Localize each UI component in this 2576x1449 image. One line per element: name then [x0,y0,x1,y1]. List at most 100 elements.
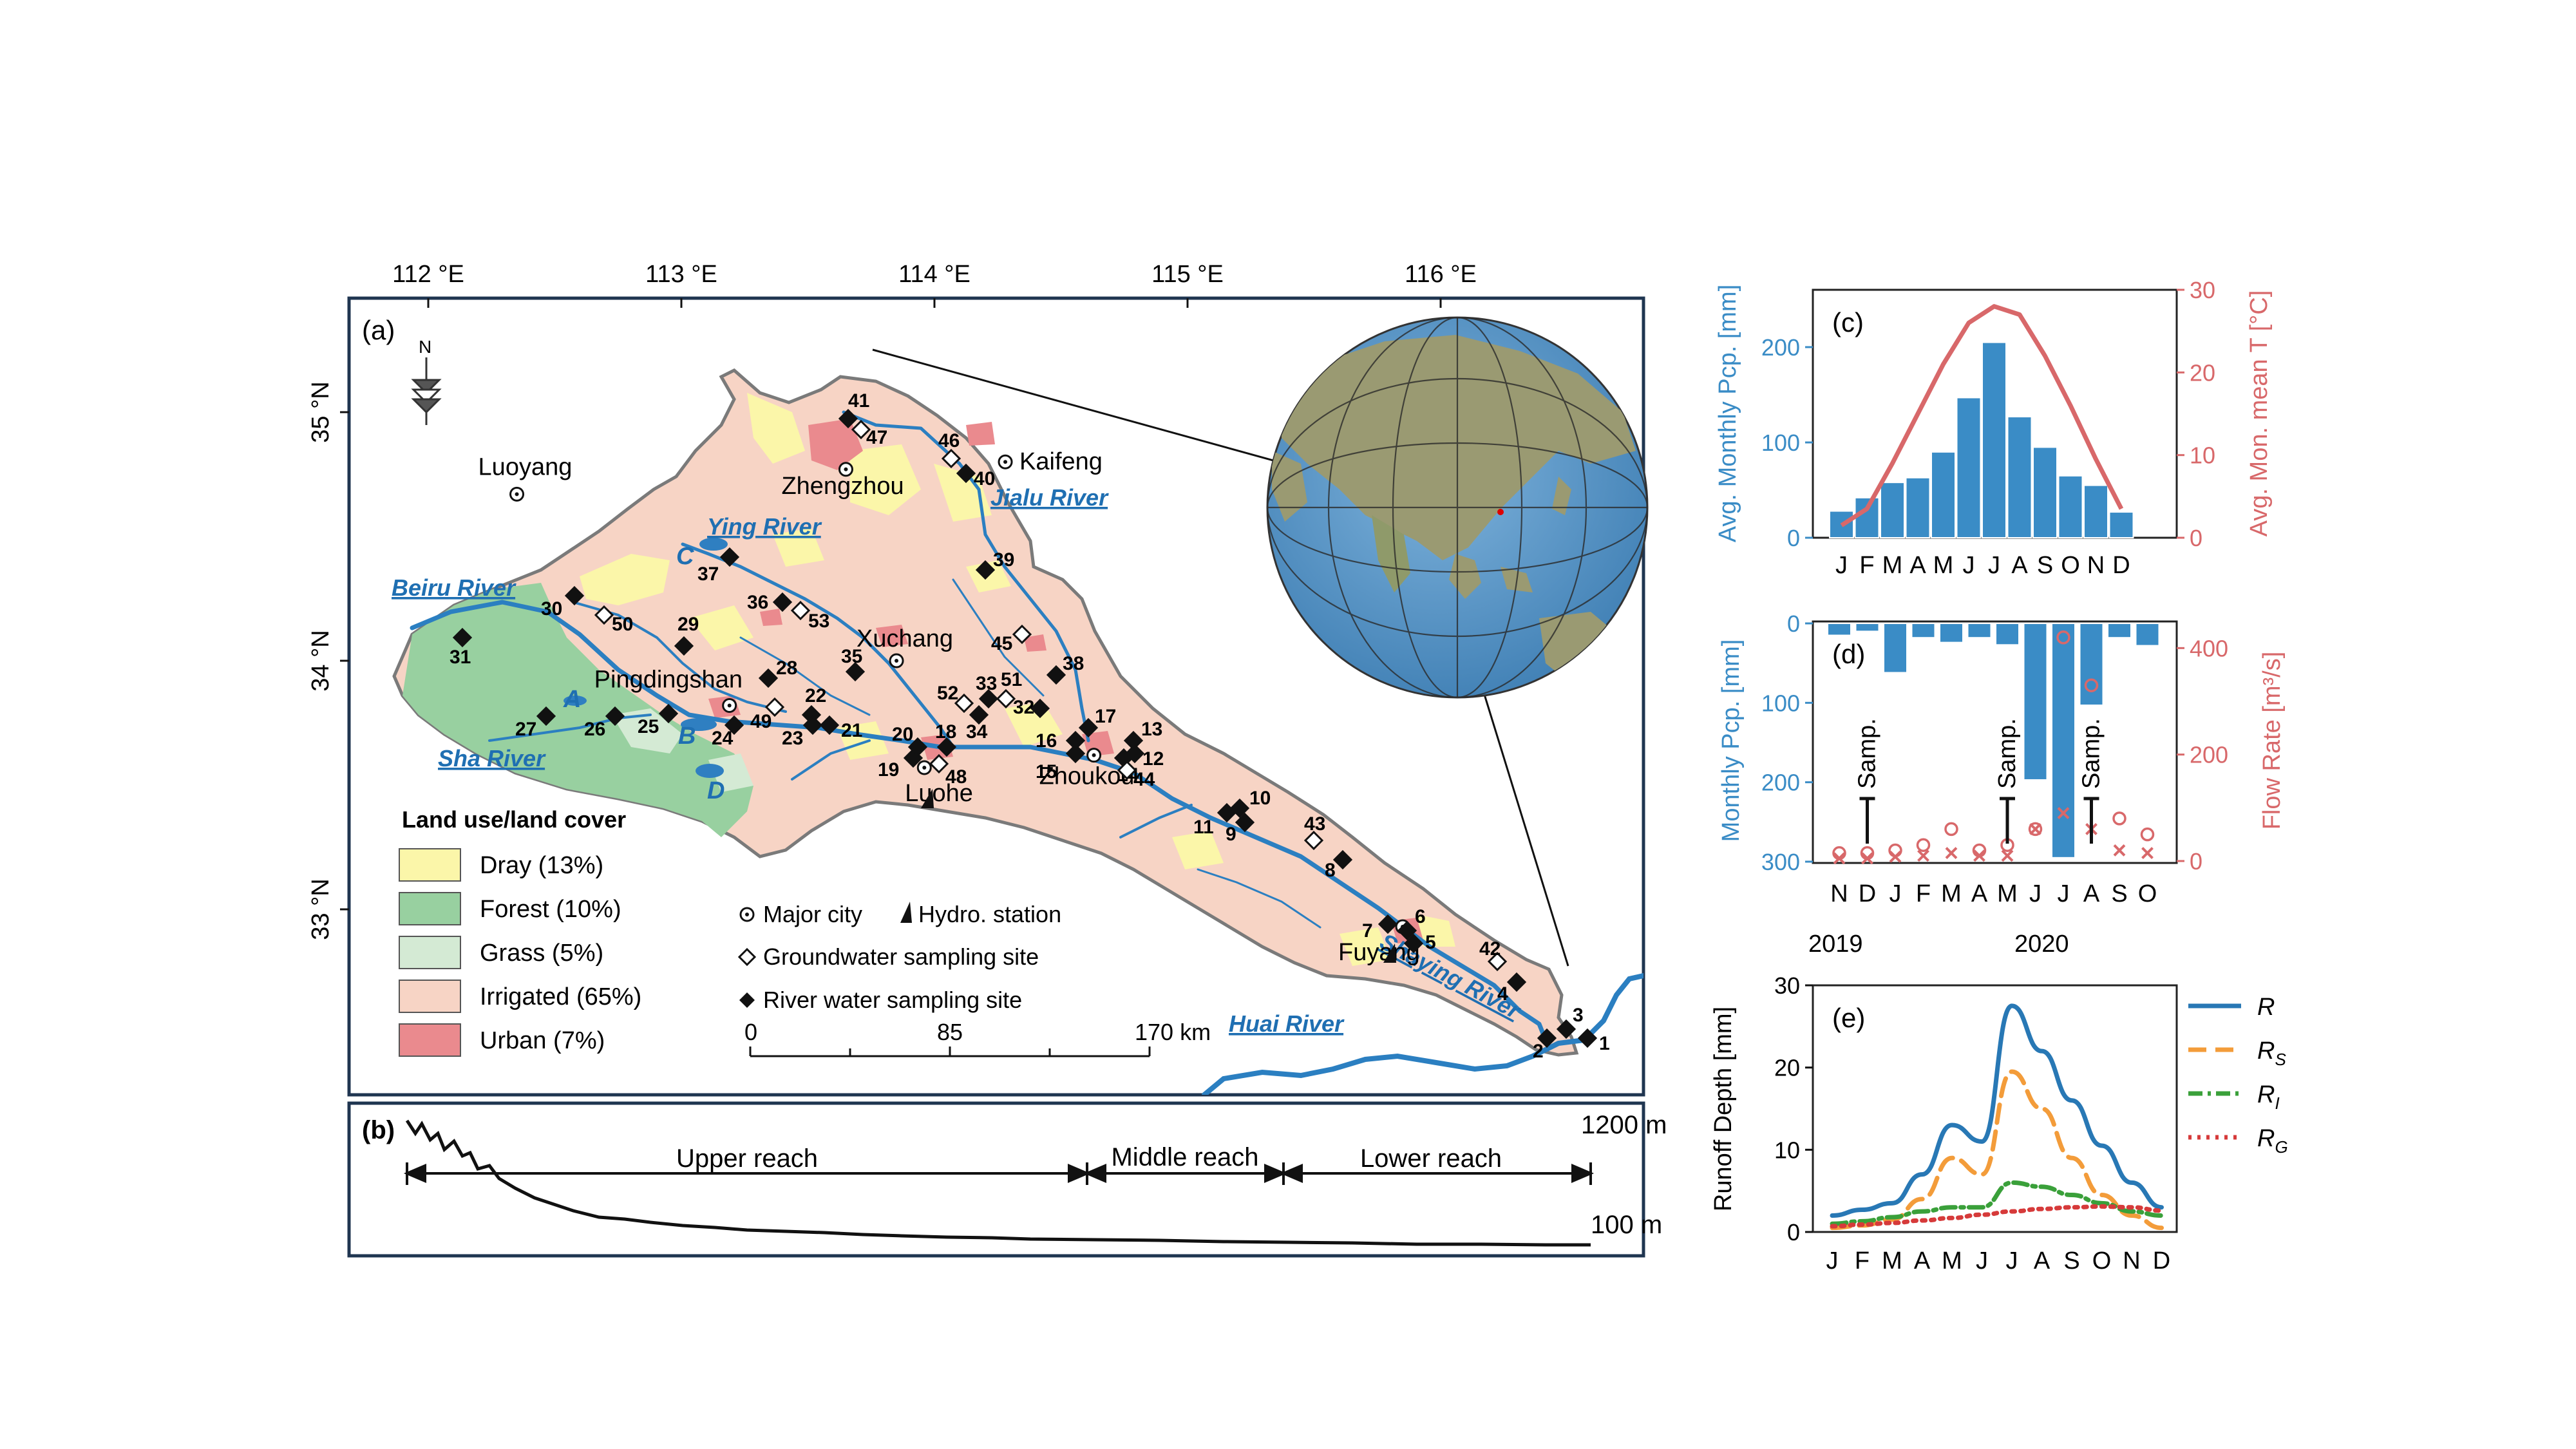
profile-panel: (b) Upper reach Middle reach Lower reach… [347,1101,1667,1258]
groundwater-site-diamond-icon [1012,624,1032,645]
groundwater-site-label: 43 [1304,813,1325,835]
panel-label-e: (e) [1832,1003,1865,1033]
c-month-label: J [1835,552,1848,579]
reach-upper: Upper reach [676,1144,818,1173]
river-site-label: 16 [1036,730,1057,752]
river-label-sha: Sha River [438,745,546,772]
river-site-diamond-icon [1403,933,1424,954]
river-site-diamond-icon [758,668,779,688]
flow-cross-marker [2141,847,2154,860]
city-label: Luoyang [478,453,573,480]
city-center-dot [727,703,732,708]
tributary [1197,868,1321,929]
c-month-label: D [2112,552,2130,579]
river-site-label: 25 [638,716,659,737]
d-precip-bar [2107,623,2132,639]
river-label-jialu: Jialu River [990,484,1109,511]
flow-circle-marker [2084,678,2099,692]
panel-label-d: (d) [1832,639,1865,669]
d-precip-bar [2023,623,2048,781]
city-label: Luohe [905,780,973,807]
river-site-label: 41 [848,390,869,412]
e-tick-label: 30 [1774,972,1800,999]
river-site-label: 21 [841,720,862,741]
river-site-label: 12 [1142,748,1164,770]
city-center-dot [844,467,848,471]
flow-cross-marker [1973,849,1985,862]
samp-label: Samp. [2078,718,2105,789]
river-site-diamond-icon [819,715,840,735]
groundwater-site-diamond-icon [790,600,811,621]
river-site-diamond-icon [1030,698,1050,719]
e-month-label: M [1942,1247,1962,1274]
river-network [410,410,1548,1043]
reach-lower: Lower reach [1360,1144,1502,1173]
d-month-label: J [2058,880,2070,907]
groundwater-site-label: 50 [612,614,633,635]
svg-text:B: B [678,723,696,750]
e-tick-label: 20 [1774,1055,1800,1081]
river-site-diamond-icon [1506,972,1527,992]
river-site-label: 18 [935,721,956,743]
sampling-sites: 1234567891011121314151617181920212223242… [450,390,1610,1062]
north-arrow: N [411,337,442,425]
d-left-tick-label: 300 [1761,849,1800,875]
river-site-diamond-icon [936,737,957,757]
dry-zones [580,393,1455,966]
reach-middle: Middle reach [1111,1143,1258,1171]
open-diamond-icon [737,947,757,967]
svg-text:170 km: 170 km [1135,1019,1211,1045]
reservoirs [564,538,728,778]
groundwater-site-diamond-icon [954,693,974,714]
samp-label: Samp. [1854,718,1881,789]
city-center-dot [515,492,519,497]
river-site-label: 2 [1533,1041,1544,1062]
c-right-axis-label: Avg. Mon. mean T [°C] [2246,290,2273,537]
legend-title: Land use/land cover [402,806,626,833]
d-month-label: F [1916,880,1931,907]
precip-bar [1931,451,1956,538]
elevation-profile [405,1119,1591,1247]
flow-circle-marker [2112,811,2126,826]
d-right-tick-label: 200 [2190,742,2228,768]
landcover-label: Grass (5%) [480,940,603,967]
d-month-label: A [1971,880,1988,907]
flow-cross-marker [2057,807,2070,820]
symbol-legend: Major city Hydro. station Groundwater sa… [737,901,1061,1013]
landcover-swatch [399,848,461,882]
c-right-tick-label: 30 [2190,277,2215,303]
asia-landmass [1282,335,1636,560]
lon-tick-label: 112 °E [392,261,464,288]
river-site-diamond-icon [838,408,858,429]
city-center-dot [922,765,927,770]
huai-river [1202,973,1643,1095]
e-axis-label: Runoff Depth [mm] [1710,1007,1737,1211]
reach-markers [403,1162,1595,1185]
groundwater-site-label: 45 [991,633,1012,654]
groundwater-site-diamond-icon [764,697,785,717]
reservoir-labels: A B C D [563,543,724,804]
groundwater-site-diamond-icon [594,605,614,625]
hydro-stations [921,789,1396,963]
d-precip-bar [1827,623,1852,636]
river-site-label: 33 [976,673,997,694]
shaying-main-river [410,600,1548,1043]
c-month-label: M [1933,552,1954,579]
city-label: Kaifeng [1019,448,1103,475]
river-site-label: 4 [1497,983,1508,1005]
e-legend-label: RI [2257,1081,2280,1113]
e-month-label: A [2034,1247,2050,1274]
river-site-label: 1 [1599,1033,1610,1054]
e-month-label: J [1826,1247,1839,1274]
lat-tick-label: 34 °N [307,630,334,691]
e-legend-label: RS [2257,1037,2286,1069]
river-site-diamond-icon [564,585,585,606]
river-label-beiru: Beiru River [392,574,516,601]
callout-line [1473,663,1569,967]
river-site-label: 36 [747,592,768,613]
flow-cross-marker [2113,844,2126,857]
svg-text:85: 85 [937,1019,963,1045]
river-site-label: 24 [712,728,734,749]
svg-text:D: D [707,777,724,804]
